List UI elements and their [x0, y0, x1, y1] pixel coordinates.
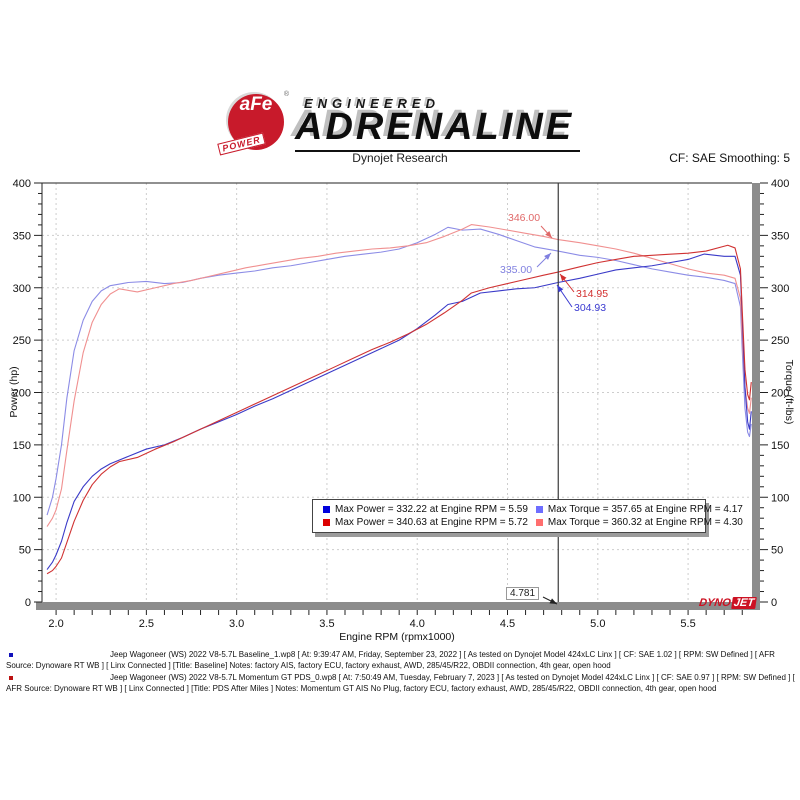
cursor-value-label: 304.93 [574, 302, 607, 314]
legend-swatch [535, 519, 543, 526]
plot-area[interactable] [47, 225, 751, 574]
svg-text:300: 300 [771, 283, 789, 295]
svg-text:0: 0 [25, 597, 31, 609]
tick-marks [34, 182, 768, 615]
svg-text:50: 50 [19, 545, 31, 557]
power-intake-curve [47, 245, 751, 573]
tick-labels: 2.0 2.5 3.0 3.5 4.0 4.5 5.0 5.5 0 0 50 50 100 100 150 1… [13, 178, 790, 630]
page-title: Dynojet Research [352, 151, 448, 165]
registered-mark: ® [283, 91, 289, 98]
svg-text:5.5: 5.5 [680, 618, 695, 630]
legend-item: Max Torque = 360.32 at Engine RPM = 4.30 [535, 517, 743, 528]
svg-text:400: 400 [771, 178, 789, 190]
torque-intake-curve [47, 225, 751, 527]
cursor-value-label: 346.00 [508, 212, 541, 224]
dynojet-logo: DYNOJET [698, 597, 757, 609]
svg-text:150: 150 [771, 440, 789, 452]
svg-text:4.0: 4.0 [410, 618, 425, 630]
legend-swatch [323, 506, 330, 513]
run-bullet [9, 676, 13, 680]
gridlines [42, 183, 752, 602]
annotation-arrowhead [544, 253, 551, 260]
run-text: Jeep Wagoneer (WS) 2022 V8-5.7L Momentum… [6, 673, 795, 693]
torque-baseline-curve [47, 227, 751, 515]
x-axis-title: Engine RPM (rpmx1000) [339, 631, 455, 643]
cursor-annotations [536, 225, 575, 605]
svg-text:100: 100 [771, 492, 789, 504]
cursor-value-label: 314.95 [576, 288, 609, 300]
svg-text:350: 350 [771, 230, 789, 242]
legend-box[interactable]: Max Power = 332.22 at Engine RPM = 5.59 M… [312, 499, 743, 533]
brand-engineered: ENGINEERED [304, 96, 440, 111]
svg-text:3.0: 3.0 [229, 618, 244, 630]
svg-text:50: 50 [771, 545, 783, 557]
dynojet-logo-dyno: DYNO [698, 597, 732, 609]
brand-adrenaline: ADRENALINE [295, 106, 581, 152]
left-axis-title: Power (hp) [8, 366, 20, 418]
run-info-entry: Jeep Wagoneer (WS) 2022 V8-5.7L Momentum… [6, 673, 796, 694]
svg-text:5.0: 5.0 [590, 618, 605, 630]
legend-label: Max Power = 340.63 at Engine RPM = 5.72 [335, 517, 528, 528]
legend-swatch [535, 506, 543, 513]
run-text: Jeep Wagoneer (WS) 2022 V8-5.7L Baseline… [6, 650, 775, 670]
legend-label: Max Power = 332.22 at Engine RPM = 5.59 [335, 504, 528, 515]
smoothing-label: CF: SAE Smoothing: 5 [669, 151, 790, 165]
svg-text:200: 200 [771, 388, 789, 400]
svg-text:100: 100 [13, 492, 31, 504]
cursor-value-label: 4.781 [506, 587, 540, 600]
svg-text:2.0: 2.0 [48, 618, 63, 630]
legend-item: Max Power = 332.22 at Engine RPM = 5.59 [323, 504, 528, 515]
svg-text:0: 0 [771, 597, 777, 609]
afe-power-logo: aFe ® POWER [217, 91, 289, 156]
legend-item: Max Torque = 357.65 at Engine RPM = 4.17 [535, 504, 743, 515]
svg-text:400: 400 [13, 178, 31, 190]
right-axis-title: Torque (ft-lbs) [783, 359, 795, 425]
svg-text:300: 300 [13, 283, 31, 295]
annotation-arrowhead [557, 285, 564, 293]
annotation-arrowhead [545, 230, 552, 238]
afe-logo-text: aFe [239, 94, 273, 115]
run-bullet [9, 653, 13, 657]
svg-text:350: 350 [13, 230, 31, 242]
svg-text:2.5: 2.5 [139, 618, 154, 630]
svg-text:150: 150 [13, 440, 31, 452]
cursor-value-label: 335.00 [500, 264, 533, 276]
svg-text:250: 250 [771, 335, 789, 347]
legend-swatch [323, 519, 330, 526]
dynojet-logo-jet: JET [730, 597, 757, 609]
legend-label: Max Torque = 357.65 at Engine RPM = 4.17 [547, 504, 743, 515]
run-info-entry: Jeep Wagoneer (WS) 2022 V8-5.7L Baseline… [6, 650, 796, 671]
annotation-arrowhead [560, 274, 567, 282]
annotation-arrowhead [549, 598, 557, 604]
legend-label: Max Torque = 360.32 at Engine RPM = 4.30 [547, 517, 743, 528]
run-descriptions: Jeep Wagoneer (WS) 2022 V8-5.7L Baseline… [6, 650, 796, 696]
svg-text:3.5: 3.5 [319, 618, 334, 630]
svg-text:200: 200 [13, 388, 31, 400]
svg-text:250: 250 [13, 335, 31, 347]
svg-text:4.5: 4.5 [500, 618, 515, 630]
legend-item: Max Power = 340.63 at Engine RPM = 5.72 [323, 517, 528, 528]
